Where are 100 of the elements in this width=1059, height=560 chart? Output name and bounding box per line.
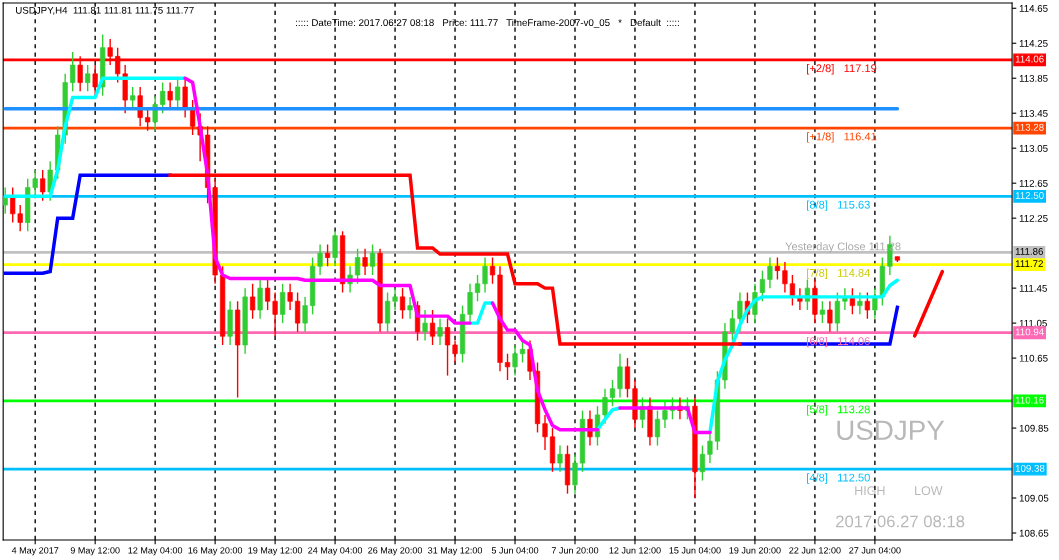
candlestick xyxy=(609,379,616,407)
candlestick xyxy=(452,339,458,364)
y-tick-label: 112.65 xyxy=(1019,179,1048,187)
candlestick xyxy=(392,287,398,311)
x-tick-label: 19 Jun 20:00 xyxy=(729,547,781,554)
candlestick xyxy=(819,300,825,324)
text: ::::: DateTime: 2017.06.27 08:18 Price: 111.77 TimeFrame-2007-v0_05 * Default ::::: xyxy=(296,18,679,28)
annotation: [+2/8] 117.19 xyxy=(807,64,877,75)
candlestick xyxy=(399,287,406,320)
ref-line-label: 114.06 xyxy=(1015,55,1044,63)
candlestick xyxy=(707,431,713,464)
candlestick xyxy=(362,248,368,276)
annotation: 2017.06.27 08:18 xyxy=(836,515,965,528)
candlestick xyxy=(354,248,361,285)
ref-line-label: 110.16 xyxy=(1015,396,1044,404)
candlestick xyxy=(504,353,511,381)
candlestick xyxy=(407,296,413,320)
ref-line-label: 109.38 xyxy=(1015,464,1045,472)
x-tick-label: 16 May 20:00 xyxy=(188,547,243,556)
y-tick-label: 113.05 xyxy=(1019,144,1048,152)
candlestick xyxy=(167,81,173,110)
candlestick xyxy=(85,64,91,93)
candlestick xyxy=(872,287,878,320)
candlestick xyxy=(250,283,256,320)
annotation: HIGH xyxy=(855,486,885,496)
candlestick xyxy=(332,230,338,267)
annotation: USDJPY xyxy=(837,420,945,441)
candlestick xyxy=(767,256,773,289)
candlestick xyxy=(175,77,181,110)
candlestick xyxy=(317,243,323,276)
y-tick-label: 108.65 xyxy=(1019,529,1049,537)
y-tick-label: 114.65 xyxy=(1019,5,1048,12)
candlestick xyxy=(542,414,548,451)
candlestick xyxy=(864,291,870,320)
candlestick xyxy=(482,256,488,294)
candlestick xyxy=(662,401,668,429)
candlestick xyxy=(40,169,46,202)
y-tick-label: 111.05 xyxy=(1019,319,1047,327)
y-tick-label: 113.85 xyxy=(1019,74,1048,82)
candlestick xyxy=(444,318,451,377)
candlestick xyxy=(280,283,286,324)
candlestick xyxy=(92,64,98,97)
annotation: [7/8] 114.84 xyxy=(807,268,870,280)
candlestick xyxy=(557,444,563,473)
candlestick xyxy=(130,86,136,110)
candlestick xyxy=(759,269,766,302)
candlestick xyxy=(489,256,496,285)
x-tick-label: 26 May 20:00 xyxy=(368,547,423,556)
candlestick xyxy=(324,243,331,267)
y-tick-label: 111.45 xyxy=(1019,284,1047,292)
ref-line-label: 113.28 xyxy=(1015,123,1044,131)
candlestick xyxy=(295,291,301,333)
candlestick xyxy=(654,409,661,447)
x-tick-label: 31 May 12:00 xyxy=(428,547,483,556)
y-tick-label: 114.25 xyxy=(1019,39,1048,47)
candlestick xyxy=(422,309,428,342)
x-tick-label: 15 Jun 04:00 xyxy=(669,547,721,554)
ref-line-label: 110.94 xyxy=(1015,328,1044,336)
candlestick xyxy=(287,283,293,311)
candlestick xyxy=(834,291,840,333)
candlestick xyxy=(182,77,188,119)
candlestick xyxy=(437,318,443,346)
candlestick xyxy=(572,453,578,495)
y-tick-label: 113.45 xyxy=(1019,109,1048,117)
y-tick-label: 110.65 xyxy=(1019,354,1048,362)
candlestick xyxy=(699,444,706,482)
annotation: [5/8] 113.28 xyxy=(807,405,870,416)
ref-line-label: 111.86 xyxy=(1015,248,1043,255)
x-tick-label: 19 May 12:00 xyxy=(248,547,303,556)
candlestick xyxy=(857,291,863,316)
x-tick-label: 27 Jun 04:00 xyxy=(849,547,901,554)
x-tick-label: 22 Jun 12:00 xyxy=(789,547,841,554)
candlestick xyxy=(429,309,436,346)
candlestick xyxy=(729,309,736,342)
x-tick-label: 12 May 04:00 xyxy=(128,547,183,556)
text: LOW xyxy=(915,486,943,496)
candlestick xyxy=(827,300,833,333)
candlestick xyxy=(384,291,391,333)
ref-line-label: 111.72 xyxy=(1015,260,1043,268)
x-tick-label: 7 Jun 20:00 xyxy=(551,547,599,554)
candlestick xyxy=(467,283,473,324)
candlestick xyxy=(602,388,608,425)
x-tick-label: 24 May 04:00 xyxy=(308,547,363,556)
y-tick-label: 112.25 xyxy=(1019,214,1048,222)
candlestick xyxy=(302,296,308,333)
y-tick-label: 109.05 xyxy=(1019,494,1049,502)
chart-title: USDJPY,H4 111.81 111.81 111.75 111.77 xyxy=(16,6,194,15)
x-tick-label: 9 May 12:00 xyxy=(70,547,120,556)
annotation: [4/8] 112.50 xyxy=(807,473,870,484)
annotation: [+1/8] 116.41 xyxy=(807,132,877,143)
ref-line-label: 112.50 xyxy=(1015,192,1044,199)
candlestick xyxy=(512,344,518,377)
candlestick xyxy=(774,256,781,281)
candlestick xyxy=(617,353,623,399)
candlestick xyxy=(782,261,788,294)
candlestick xyxy=(474,274,481,302)
candlestick xyxy=(70,51,76,93)
x-tick-label: 5 Jun 04:00 xyxy=(491,547,539,554)
candlestick xyxy=(160,81,166,114)
x-tick-label: 12 Jun 12:00 xyxy=(609,547,661,554)
